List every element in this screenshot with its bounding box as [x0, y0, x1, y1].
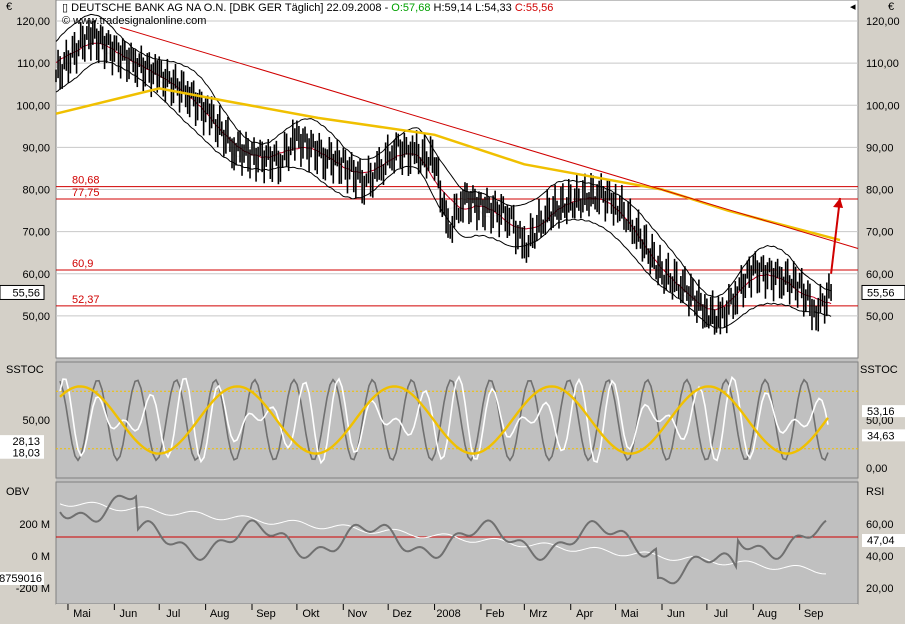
stoch-left-label: SSTOC [6, 364, 44, 376]
last-value-box-left [0, 284, 45, 300]
chart-header: ▯ DEUTSCHE BANK AG NA O.N. [DBK GER Tägl… [62, 2, 554, 14]
price-panel[interactable]: 120,00 120,00 110,00 110,00 100,00 100,00 90,0… [0, 0, 905, 359]
stoch-left-value-box [0, 446, 44, 459]
price-left-tick: 100,00 [16, 100, 50, 112]
target-arrow-shaft [830, 197, 842, 274]
rsi-right-tick: 40,00 [866, 551, 894, 563]
x-axis-label: Aug [757, 608, 777, 620]
x-axis-label: Jul [714, 608, 728, 620]
sma200-line [55, 87, 841, 242]
rsi-value: 47,04 [867, 535, 895, 547]
currency-left: € [6, 1, 12, 13]
x-axis-label: Jun [119, 608, 137, 620]
short-ma-line [55, 36, 832, 313]
x-axis: Mai Jun Jul Aug Sep Okt Nov Dez 2008 Feb Mrz Apr Mai… [56, 604, 858, 624]
rsi-right-tick: 60,00 [866, 519, 894, 531]
price-right-tick: 70,00 [866, 227, 894, 239]
price-right-tick: 120,00 [866, 16, 900, 28]
copyright-text: © www.tradesignalonline.com [62, 15, 207, 27]
price-left-tick: 70,00 [22, 227, 50, 239]
last-value-right: 55,56 [867, 287, 895, 299]
stoch-right-value: 34,63 [867, 430, 895, 442]
price-right-tick: 80,00 [866, 185, 894, 197]
obv-left-tick: 200 M [19, 519, 50, 531]
stoch-right-value: 53,16 [867, 406, 895, 418]
price-left-tick: 60,00 [22, 269, 50, 281]
price-left-tick: 80,00 [22, 185, 50, 197]
stoch-left-tick: 50,00 [22, 415, 50, 427]
header-date: 22.09.2008 [326, 2, 382, 14]
trend-line [120, 26, 859, 249]
x-axis-label: Sep [256, 608, 276, 620]
stoch-left-value-box [0, 435, 44, 448]
stoch-signal-line [59, 385, 829, 455]
x-axis-label: Mai [73, 608, 91, 620]
target-arrow-head [833, 197, 844, 208]
x-axis-label: Nov [348, 608, 368, 620]
x-axis-label: Okt [302, 608, 319, 620]
x-axis-label: Jun [667, 608, 685, 620]
price-left-tick: 90,00 [22, 142, 50, 154]
level-label: 52,37 [72, 294, 100, 306]
rsi-right-tick: 20,00 [866, 583, 894, 595]
obv-plot-bg [55, 481, 859, 605]
price-left-tick: 110,00 [17, 58, 50, 70]
obv-left-tick: -200 M [16, 583, 50, 595]
level-label: 60,9 [72, 258, 93, 270]
x-axis-label: Dez [392, 608, 412, 620]
price-right-tick: 50,00 [866, 311, 894, 323]
price-plot-bg [55, 0, 859, 359]
bollinger-lower [55, 60, 832, 329]
candlestick-icon: ▯ [62, 2, 69, 14]
stoch-right-tick: 0,00 [866, 463, 887, 475]
price-left-tick: 120,00 [16, 16, 50, 28]
stoch-right-value-box [862, 405, 905, 418]
price-right-tick: 100,00 [866, 100, 900, 112]
stoch-left-value: 18,03 [12, 448, 40, 460]
currency-right: € [888, 1, 894, 13]
price-right-tick: 60,00 [866, 269, 894, 281]
price-right-tick: 110,00 [866, 58, 899, 70]
level-label: 80,68 [72, 175, 100, 187]
x-axis-label: Mai [621, 608, 639, 620]
low-value: L:54,33 [475, 2, 512, 14]
scroll-left-icon: ◂ [850, 1, 856, 13]
bollinger-upper [55, 13, 832, 298]
rsi-value-box [862, 534, 905, 547]
symbol-title: DEUTSCHE BANK AG NA O.N. [DBK GER Täglic… [71, 2, 324, 14]
obv-label: OBV [6, 486, 30, 498]
stoch-right-tick: 50,00 [866, 415, 894, 427]
obv-value-box [0, 572, 44, 585]
x-axis-bg [56, 604, 858, 624]
obv-rsi-panel[interactable]: OBV RSI 200 M 60,00 0 M 40,00 -200 M 20,00 87590… [0, 481, 905, 605]
high-value: H:59,14 [433, 2, 473, 14]
level-label: 77,75 [72, 187, 100, 199]
stoch-left-value: 28,13 [12, 436, 40, 448]
stoch-right-label: SSTOC [860, 364, 898, 376]
close-value: C:55,56 [514, 2, 554, 14]
x-axis-label: Aug [210, 608, 230, 620]
open-value: O:57,68 [391, 2, 431, 14]
obv-left-tick: 0 M [32, 551, 50, 563]
obv-value: 8759016 [0, 573, 42, 585]
x-axis-label: Sep [804, 608, 824, 620]
x-axis-label: Apr [576, 608, 593, 620]
x-axis-label: 2008 [436, 608, 460, 620]
last-value-box-right [861, 284, 905, 300]
stoch-right-value-box [862, 429, 905, 442]
x-axis-label: Feb [485, 608, 504, 620]
last-value-left: 55,56 [12, 287, 40, 299]
price-left-tick: 50,00 [22, 311, 50, 323]
x-axis-label: Jul [166, 608, 180, 620]
price-right-tick: 90,00 [866, 142, 894, 154]
x-axis-label: Mrz [529, 608, 547, 620]
obv-line [59, 494, 827, 585]
rsi-label: RSI [866, 486, 884, 498]
